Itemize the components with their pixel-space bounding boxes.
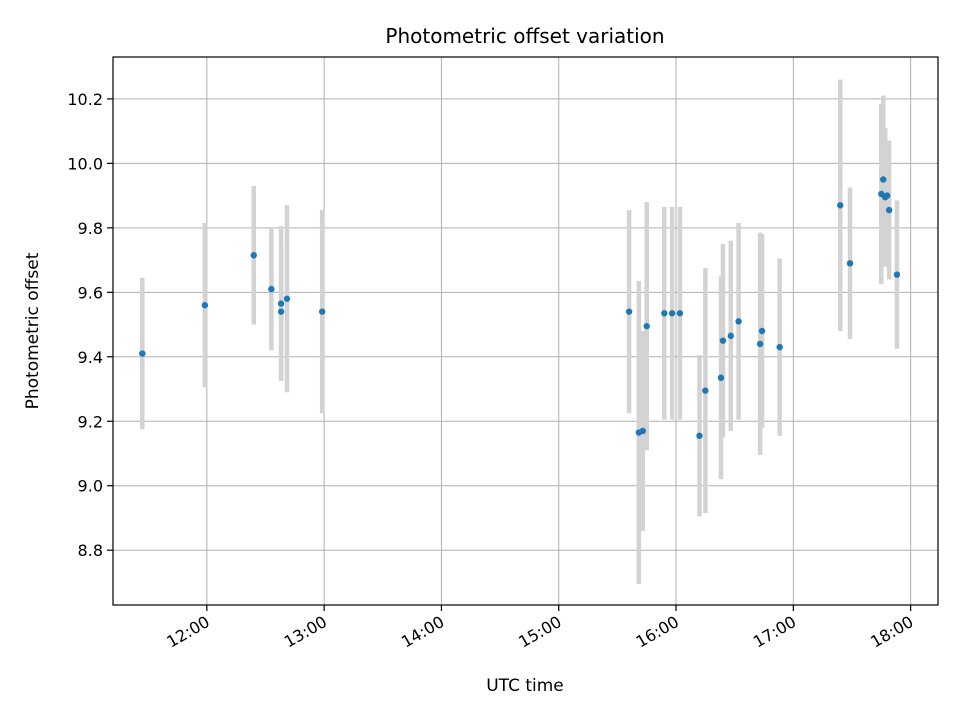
data-point	[884, 192, 890, 198]
data-point	[661, 310, 667, 316]
data-point	[640, 428, 646, 434]
data-point	[268, 286, 274, 292]
data-point	[880, 176, 886, 182]
data-point	[626, 308, 632, 314]
data-point	[702, 387, 708, 393]
data-point	[677, 310, 683, 316]
data-point	[202, 302, 208, 308]
y-tick-label: 9.0	[78, 477, 103, 496]
data-point	[696, 433, 702, 439]
data-point	[718, 375, 724, 381]
y-tick-label: 10.2	[67, 90, 103, 109]
chart: Photometric offset variation 12:00 13:00 1…	[0, 0, 960, 720]
data-point	[728, 333, 734, 339]
data-point	[894, 271, 900, 277]
data-point	[139, 350, 145, 356]
x-axis-title: UTC time	[486, 676, 564, 696]
chart-title: Photometric offset variation	[385, 24, 664, 48]
y-tick-label: 9.8	[78, 219, 103, 238]
y-tick-label: 9.6	[78, 283, 103, 302]
data-point	[837, 202, 843, 208]
data-point	[886, 207, 892, 213]
data-point	[720, 337, 726, 343]
y-tick-label: 10.0	[67, 154, 103, 173]
y-tick-label: 8.8	[78, 541, 103, 560]
data-point	[319, 308, 325, 314]
data-point	[735, 318, 741, 324]
data-point	[644, 323, 650, 329]
y-axis-title: Photometric offset	[23, 252, 43, 409]
data-point	[278, 308, 284, 314]
y-tick-label: 9.4	[78, 348, 103, 367]
data-point	[847, 260, 853, 266]
y-tick-label: 9.2	[78, 412, 103, 431]
data-point	[284, 296, 290, 302]
data-point	[251, 252, 257, 258]
data-point	[759, 328, 765, 334]
data-point	[776, 344, 782, 350]
data-point	[757, 341, 763, 347]
data-point	[278, 300, 284, 306]
data-point	[669, 310, 675, 316]
